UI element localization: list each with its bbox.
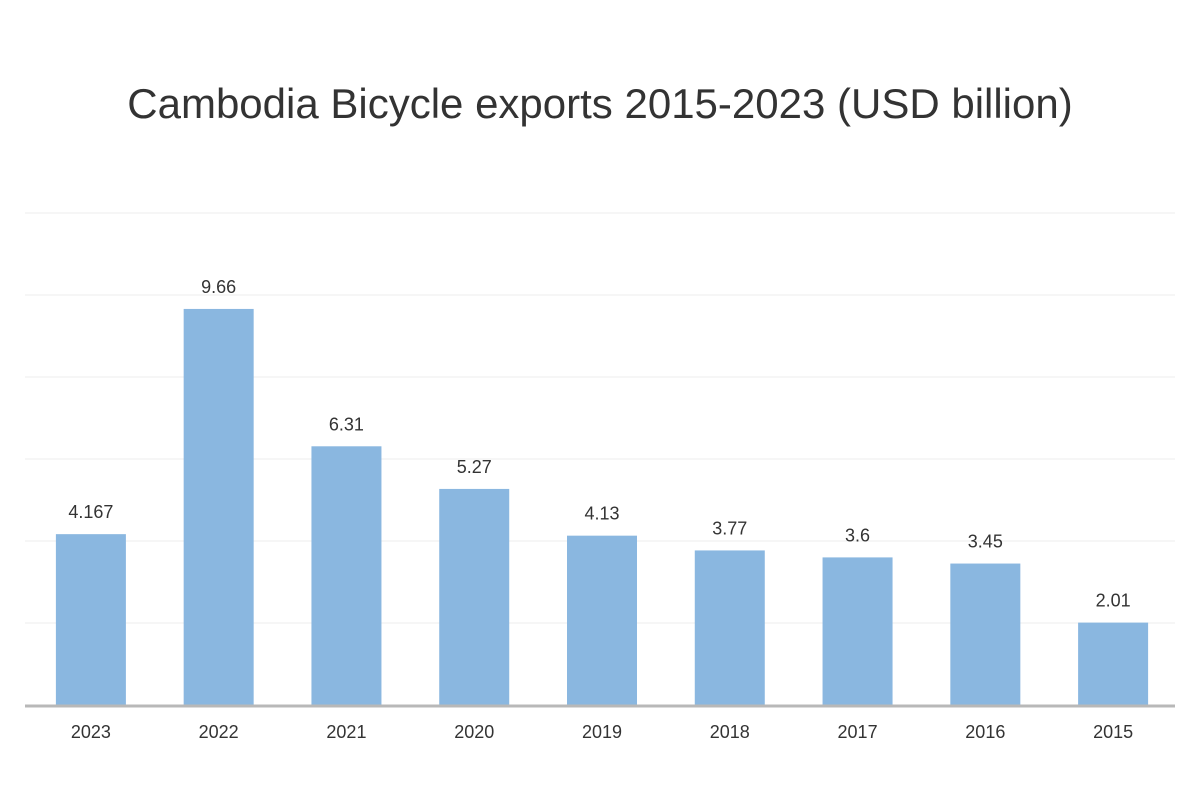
data-label: 4.167	[68, 502, 113, 522]
chart-title: Cambodia Bicycle exports 2015-2023 (USD …	[127, 80, 1073, 127]
data-label: 5.27	[457, 457, 492, 477]
bar	[55, 534, 126, 705]
data-label: 9.66	[201, 277, 236, 297]
data-label: 6.31	[329, 414, 364, 434]
data-label: 3.6	[845, 525, 870, 545]
bar	[567, 535, 637, 705]
data-label: 3.45	[968, 532, 1003, 552]
data-label: 4.13	[584, 504, 619, 524]
x-tick-label: 2015	[1093, 722, 1133, 742]
x-tick-label: 2019	[582, 722, 622, 742]
x-tick-label: 2020	[454, 722, 494, 742]
bar	[694, 550, 765, 705]
data-label: 2.01	[1096, 591, 1131, 611]
x-tick-label: 2016	[965, 722, 1005, 742]
x-tick-label: 2017	[838, 722, 878, 742]
data-label: 3.77	[712, 518, 747, 538]
x-tick-label: 2023	[71, 722, 111, 742]
bar	[950, 563, 1021, 705]
x-tick-label: 2018	[710, 722, 750, 742]
bar	[311, 446, 382, 705]
bar	[1078, 622, 1149, 705]
bar	[822, 557, 893, 705]
x-tick-label: 2022	[199, 722, 239, 742]
x-tick-label: 2021	[326, 722, 366, 742]
bar	[439, 488, 510, 705]
bar	[183, 308, 254, 705]
